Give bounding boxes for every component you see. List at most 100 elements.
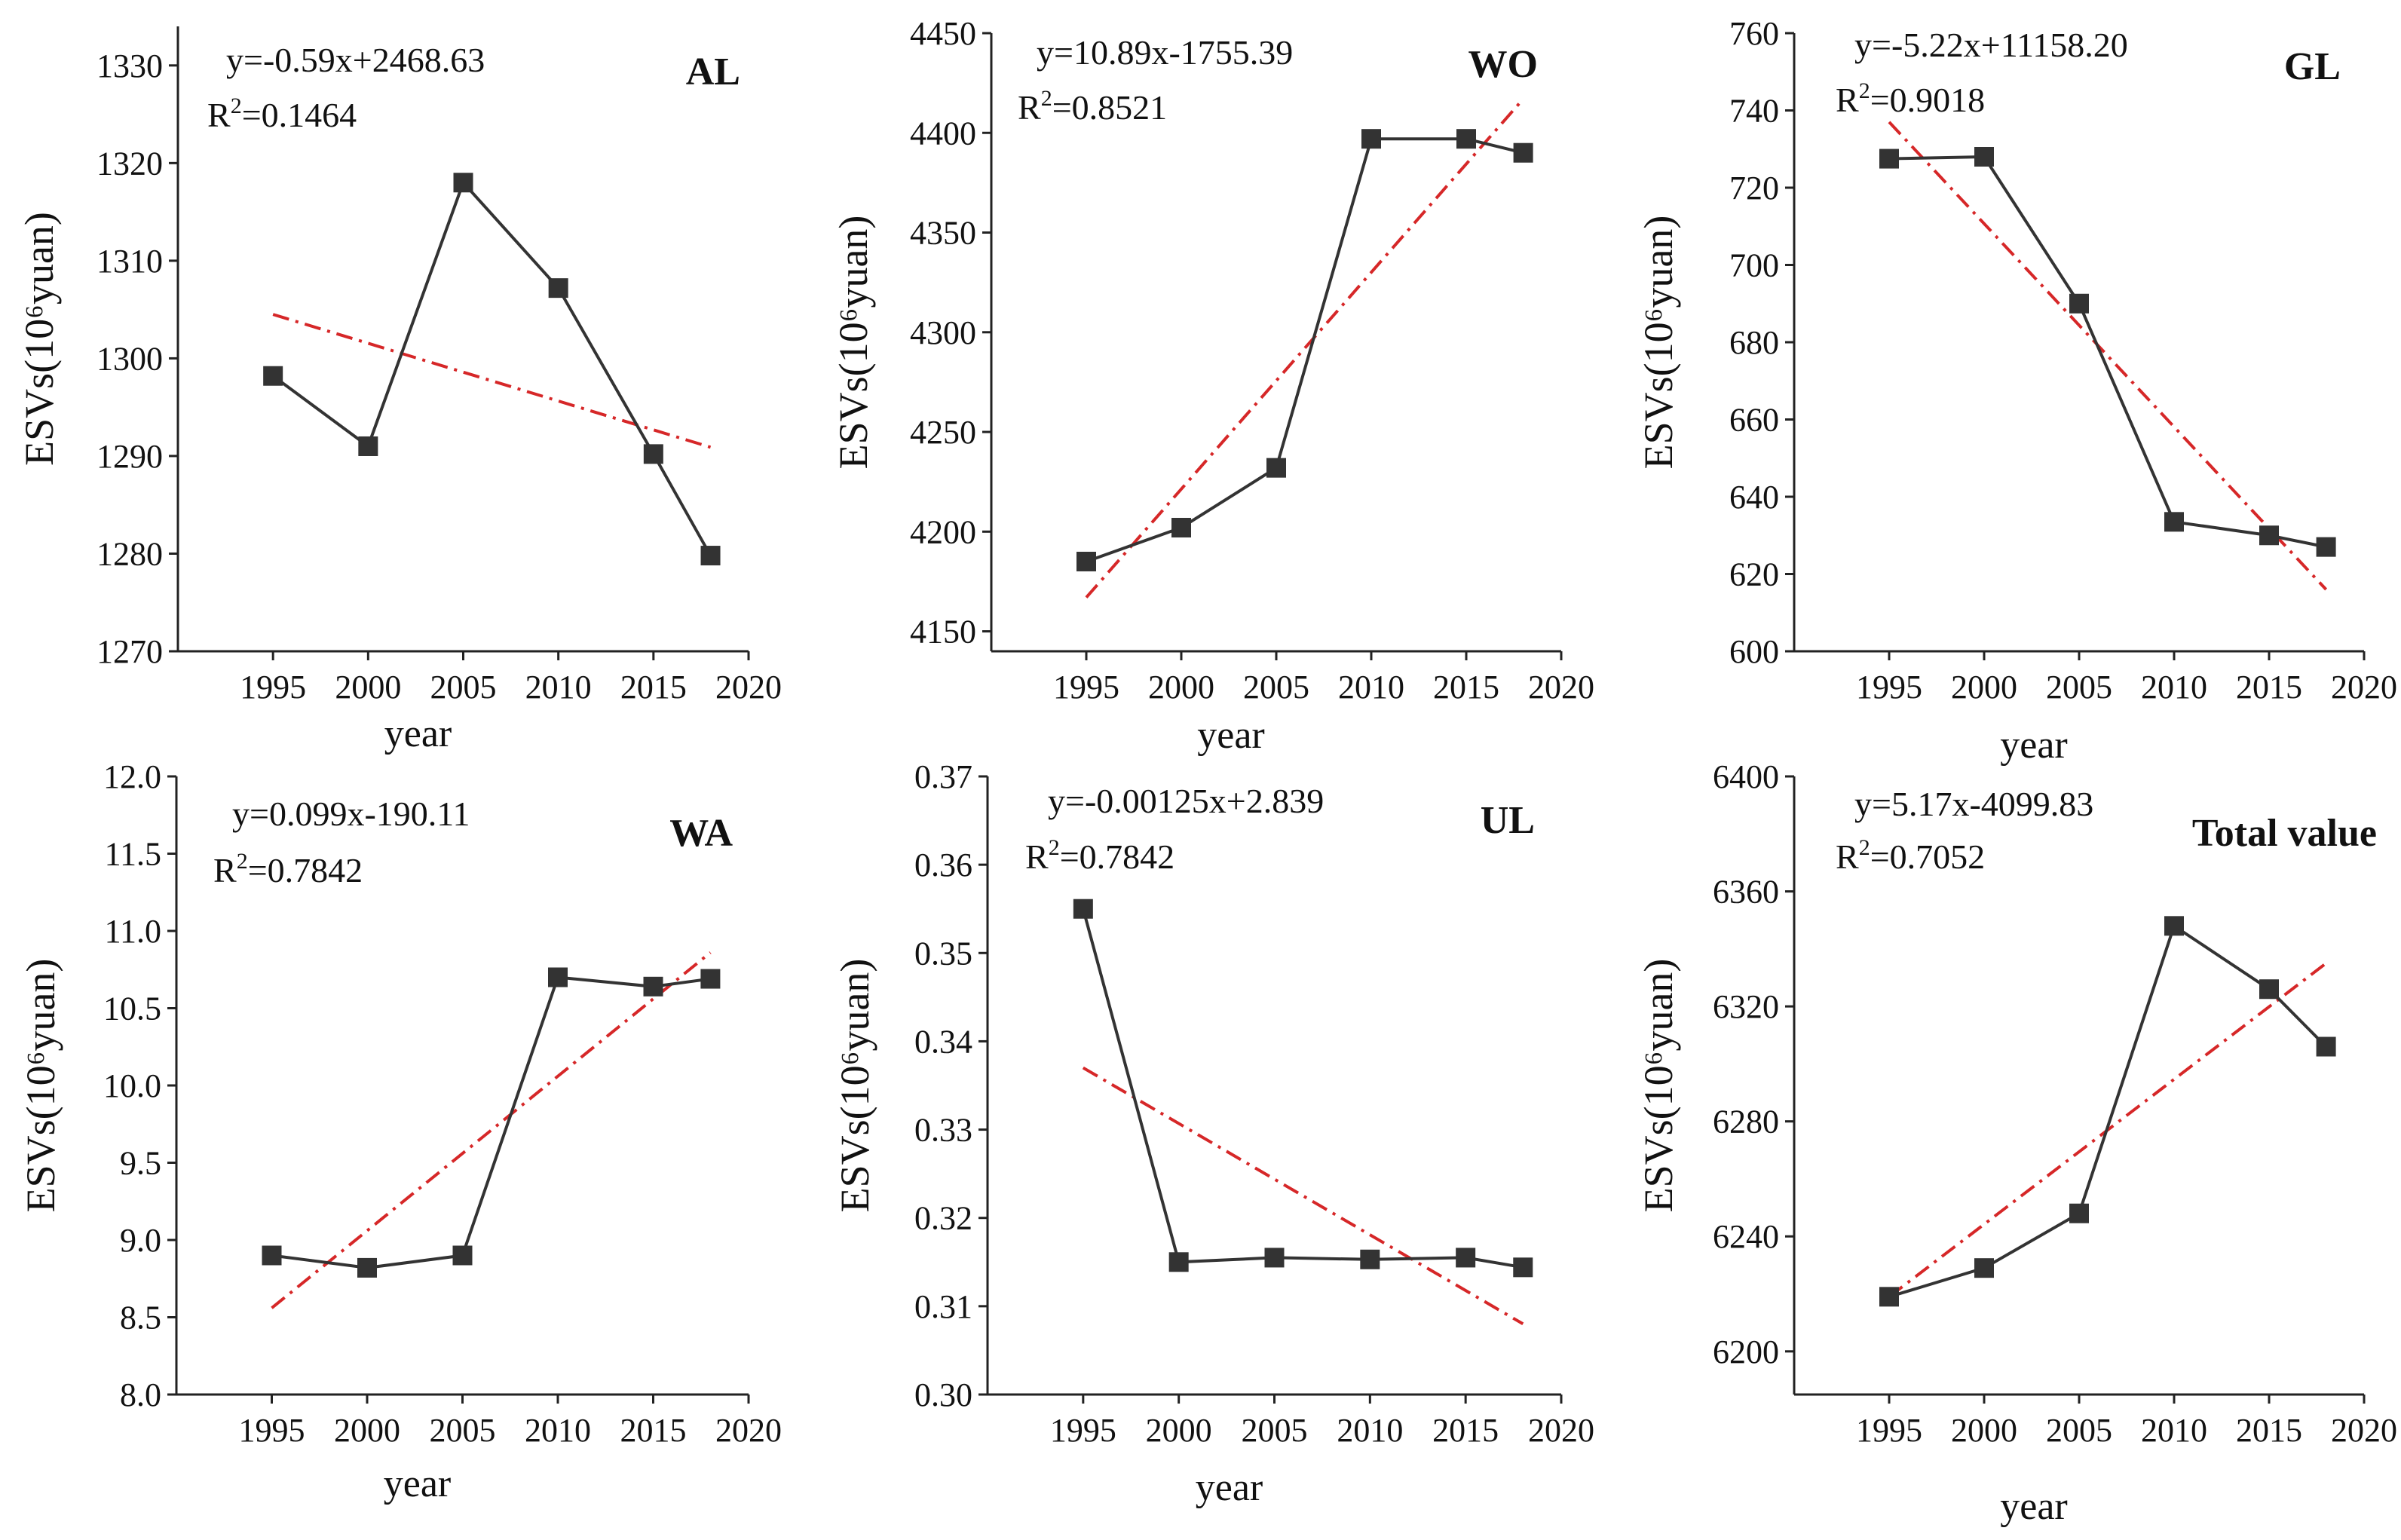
y-tick-label: 620 <box>1729 556 1779 593</box>
x-tick-label: 2005 <box>1243 669 1309 706</box>
y-tick-label: 1330 <box>96 47 163 84</box>
x-tick-label: 2010 <box>525 669 592 706</box>
regression-equation: y=-0.59x+2468.63 <box>226 41 485 79</box>
y-tick-label: 9.0 <box>120 1222 161 1259</box>
y-tick-label: 660 <box>1729 402 1779 439</box>
x-tick-label: 1995 <box>1050 1412 1116 1449</box>
x-tick-label: 2000 <box>1951 1412 2017 1449</box>
x-tick-label: 2015 <box>2236 1412 2302 1449</box>
x-tick-label: 2015 <box>620 669 687 706</box>
panel-gl: 600 620 640 660 680 700 720 740 760 1995 2000 2005 2… <box>1636 15 2397 767</box>
r-squared: R2=0.7842 <box>1025 835 1174 876</box>
trend-line <box>1888 121 2328 591</box>
data-point-marker <box>2259 525 2279 546</box>
y-tick-label: 1270 <box>96 633 163 670</box>
x-tick-label: 1995 <box>1856 669 1922 706</box>
y-tick-label: 740 <box>1729 93 1779 130</box>
y-tick-label: 0.33 <box>914 1112 972 1149</box>
x-tick-label: 1995 <box>1856 1412 1922 1449</box>
y-tick-label: 4250 <box>910 414 976 451</box>
y-tick-label: 700 <box>1729 247 1779 284</box>
data-point-marker <box>453 173 473 193</box>
x-tick-label: 2010 <box>2141 1412 2207 1449</box>
panel-title: WA <box>669 812 733 855</box>
x-tick-label: 2010 <box>525 1412 591 1449</box>
regression-equation: y=-0.00125x+2.839 <box>1048 782 1324 820</box>
x-tick-label: 2000 <box>1146 1412 1212 1449</box>
y-tick-label: 1310 <box>96 243 163 280</box>
y-tick-label: 680 <box>1729 324 1779 361</box>
data-point-marker <box>1264 1248 1285 1268</box>
data-point-marker <box>1360 1249 1380 1269</box>
data-point-marker <box>2316 1036 2336 1057</box>
x-tick-label: 2020 <box>2331 669 2397 706</box>
y-tick-label: 4150 <box>910 614 976 651</box>
trend-line <box>1085 97 1525 599</box>
panel-al: 1270 1280 1290 1300 1310 1320 1330 1995 2000 2005… <box>17 26 782 755</box>
y-tick-label: 6240 <box>1713 1218 1779 1255</box>
y-tick-label: 8.5 <box>120 1300 161 1336</box>
data-point-marker <box>1266 458 1286 478</box>
data-series-line <box>271 975 711 1269</box>
y-tick-label: 11.0 <box>105 913 161 950</box>
data-point-marker <box>2164 916 2184 936</box>
data-point-marker <box>2069 1203 2089 1223</box>
data-point-marker <box>643 976 663 997</box>
y-tick-label: 12.0 <box>103 758 161 795</box>
data-point-marker <box>1361 129 1381 149</box>
data-point-marker <box>1879 1287 1899 1307</box>
panel-title: Total value <box>2192 812 2377 855</box>
regression-equation: y=0.099x-190.11 <box>232 794 470 833</box>
data-series-line <box>271 179 712 557</box>
data-series-line <box>1081 908 1524 1269</box>
x-tick-label: 1995 <box>240 669 306 706</box>
data-series-line <box>1888 155 2326 549</box>
panel-title: UL <box>1481 799 1535 842</box>
y-tick-label: 6320 <box>1713 988 1779 1025</box>
x-tick-label: 2015 <box>620 1412 687 1449</box>
x-tick-label: 1995 <box>1053 669 1119 706</box>
y-tick-label: 720 <box>1729 170 1779 207</box>
data-point-marker <box>700 546 721 566</box>
data-point-marker <box>700 969 721 989</box>
data-point-marker <box>1171 518 1191 537</box>
x-tick-label: 2005 <box>2046 669 2112 706</box>
y-axis-label: ESVs(10⁶yuan) <box>831 216 876 470</box>
x-tick-label: 2020 <box>1528 669 1594 706</box>
y-axis-label: ESVs(10⁶yuan) <box>17 212 62 466</box>
r-squared: R2=0.9018 <box>1836 78 1985 119</box>
y-tick-label: 1300 <box>96 340 163 377</box>
x-tick-label: 2000 <box>335 669 401 706</box>
data-point-marker <box>1073 899 1093 919</box>
y-tick-label: 4400 <box>910 115 976 152</box>
data-point-marker <box>2259 979 2279 1000</box>
y-tick-label: 6200 <box>1713 1333 1779 1370</box>
y-tick-label: 0.32 <box>914 1200 972 1237</box>
x-axis-label: year <box>384 1462 451 1505</box>
x-tick-label: 1995 <box>239 1412 305 1449</box>
data-point-marker <box>357 1257 377 1278</box>
r-squared: R2=0.7052 <box>1836 835 1985 876</box>
x-tick-label: 2020 <box>715 1412 782 1449</box>
panel-title: GL <box>2284 45 2341 88</box>
y-axis-label: ESVs(10⁶yuan) <box>1636 959 1681 1213</box>
r-squared: R2=0.7842 <box>213 849 363 889</box>
y-tick-label: 0.35 <box>914 935 972 972</box>
r-squared: R2=0.8521 <box>1018 86 1167 127</box>
y-tick-label: 4300 <box>910 314 976 351</box>
y-tick-label: 0.37 <box>914 758 972 795</box>
y-tick-label: 6360 <box>1713 874 1779 911</box>
y-tick-label: 8.0 <box>120 1376 161 1413</box>
x-tick-label: 2005 <box>430 1412 496 1449</box>
r-squared: R2=0.1464 <box>207 93 357 134</box>
data-point-marker <box>1974 1258 1994 1278</box>
panel-title: AL <box>686 51 740 93</box>
panel-title: WO <box>1468 43 1538 86</box>
regression-equation: y=-5.22x+11158.20 <box>1854 26 2128 64</box>
x-axis-label: year <box>2000 1485 2067 1528</box>
x-tick-label: 2020 <box>715 669 782 706</box>
x-axis-label: year <box>1196 1466 1263 1509</box>
trend-line <box>271 951 712 1309</box>
y-axis-label: ESVs(10⁶yuan) <box>832 959 877 1213</box>
